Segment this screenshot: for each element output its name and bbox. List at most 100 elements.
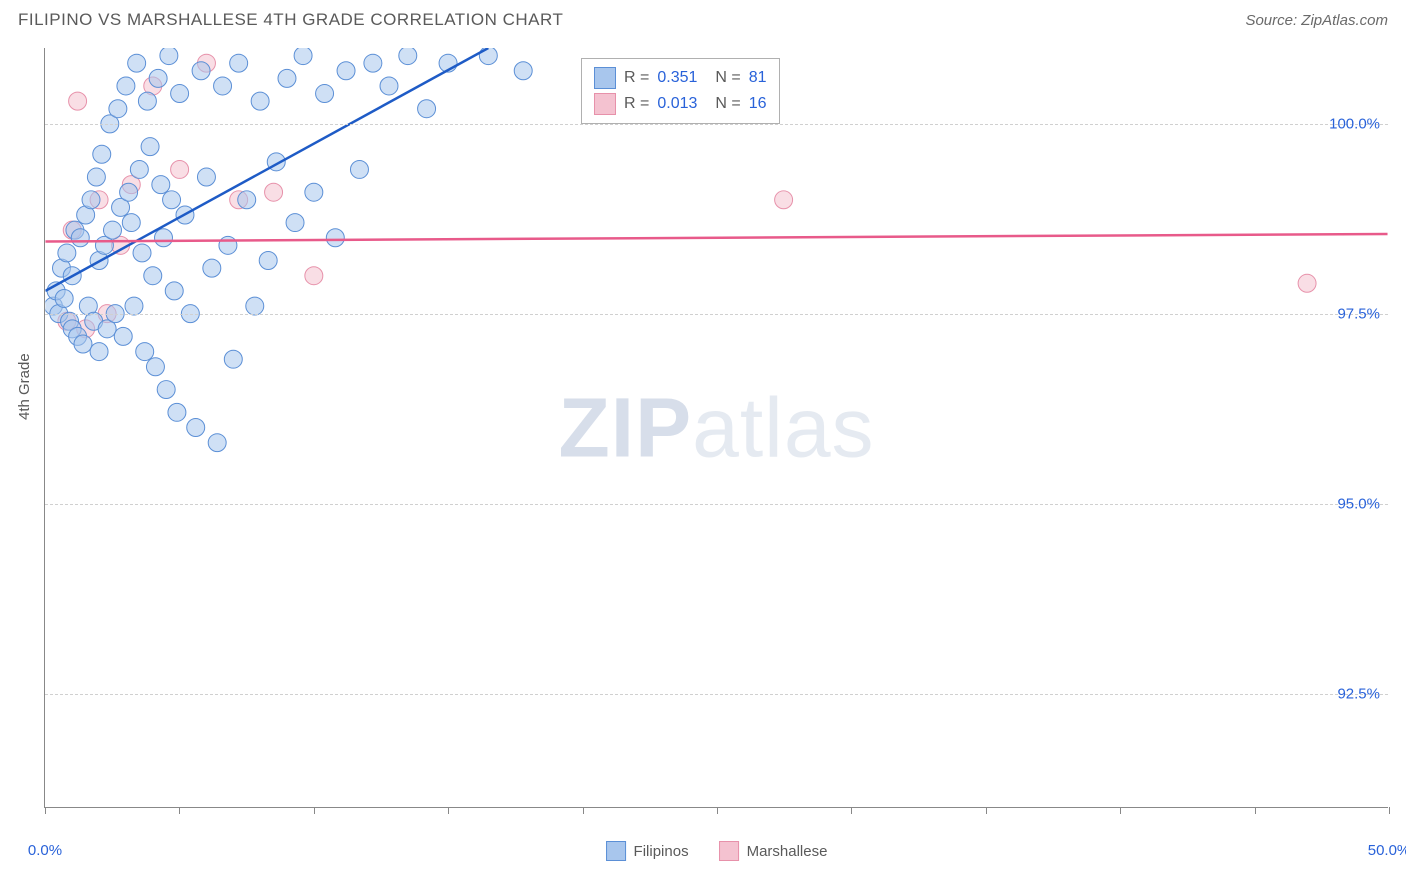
data-point bbox=[326, 229, 344, 247]
data-point bbox=[203, 259, 221, 277]
data-point bbox=[418, 100, 436, 118]
data-point bbox=[128, 54, 146, 72]
data-point bbox=[192, 62, 210, 80]
gridline bbox=[45, 504, 1388, 505]
data-point bbox=[133, 244, 151, 262]
data-point bbox=[238, 191, 256, 209]
x-tick-mark bbox=[1255, 807, 1256, 814]
data-point bbox=[197, 168, 215, 186]
data-point bbox=[90, 343, 108, 361]
data-point bbox=[171, 160, 189, 178]
data-point bbox=[259, 252, 277, 270]
x-tick-mark bbox=[583, 807, 584, 814]
data-point bbox=[122, 214, 140, 232]
swatch-icon bbox=[594, 67, 616, 89]
data-point bbox=[364, 54, 382, 72]
chart-plot-area: ZIPatlas R = 0.351 N = 81 R = 0.013 N = … bbox=[44, 48, 1388, 808]
x-tick-mark bbox=[179, 807, 180, 814]
x-tick-mark bbox=[717, 807, 718, 814]
gridline bbox=[45, 694, 1388, 695]
x-tick-mark bbox=[1389, 807, 1390, 814]
data-point bbox=[146, 358, 164, 376]
data-point bbox=[104, 221, 122, 239]
legend-row-marshallese: R = 0.013 N = 16 bbox=[594, 91, 767, 117]
data-point bbox=[168, 403, 186, 421]
data-point bbox=[58, 244, 76, 262]
data-point bbox=[278, 69, 296, 87]
data-point bbox=[109, 100, 127, 118]
data-point bbox=[316, 85, 334, 103]
data-point bbox=[219, 236, 237, 254]
data-point bbox=[251, 92, 269, 110]
x-tick-label: 50.0% bbox=[1368, 842, 1406, 859]
data-point bbox=[93, 145, 111, 163]
data-point bbox=[187, 419, 205, 437]
data-point bbox=[55, 289, 73, 307]
data-point bbox=[1298, 274, 1316, 292]
chart-title: FILIPINO VS MARSHALLESE 4TH GRADE CORREL… bbox=[18, 10, 563, 30]
data-point bbox=[114, 327, 132, 345]
data-point bbox=[87, 168, 105, 186]
data-point bbox=[380, 77, 398, 95]
data-point bbox=[224, 350, 242, 368]
x-tick-mark bbox=[448, 807, 449, 814]
data-point bbox=[286, 214, 304, 232]
data-point bbox=[399, 47, 417, 65]
trend-line bbox=[45, 234, 1387, 242]
data-point bbox=[214, 77, 232, 95]
y-tick-label: 92.5% bbox=[1337, 686, 1380, 703]
data-point bbox=[71, 229, 89, 247]
y-tick-label: 95.0% bbox=[1337, 496, 1380, 513]
data-point bbox=[337, 62, 355, 80]
data-point bbox=[775, 191, 793, 209]
x-tick-mark bbox=[851, 807, 852, 814]
data-point bbox=[155, 229, 173, 247]
source-attribution: Source: ZipAtlas.com bbox=[1245, 12, 1388, 29]
data-point bbox=[208, 434, 226, 452]
legend-item-filipinos: Filipinos bbox=[606, 841, 689, 861]
data-point bbox=[138, 92, 156, 110]
gridline bbox=[45, 124, 1388, 125]
data-point bbox=[149, 69, 167, 87]
data-point bbox=[160, 47, 178, 65]
data-point bbox=[157, 381, 175, 399]
data-point bbox=[514, 62, 532, 80]
x-tick-label: 0.0% bbox=[28, 842, 62, 859]
data-point bbox=[305, 183, 323, 201]
data-point bbox=[171, 85, 189, 103]
data-point bbox=[294, 47, 312, 65]
legend-item-marshallese: Marshallese bbox=[719, 841, 828, 861]
swatch-icon bbox=[606, 841, 626, 861]
data-point bbox=[152, 176, 170, 194]
data-point bbox=[305, 267, 323, 285]
data-point bbox=[230, 54, 248, 72]
header: FILIPINO VS MARSHALLESE 4TH GRADE CORREL… bbox=[0, 0, 1406, 38]
series-legend: Filipinos Marshallese bbox=[606, 841, 828, 861]
data-point bbox=[69, 92, 87, 110]
data-point bbox=[163, 191, 181, 209]
data-point bbox=[117, 77, 135, 95]
data-point bbox=[246, 297, 264, 315]
data-point bbox=[141, 138, 159, 156]
data-point bbox=[350, 160, 368, 178]
y-tick-label: 97.5% bbox=[1337, 306, 1380, 323]
gridline bbox=[45, 314, 1388, 315]
x-tick-mark bbox=[986, 807, 987, 814]
x-tick-mark bbox=[314, 807, 315, 814]
data-point bbox=[265, 183, 283, 201]
x-tick-mark bbox=[45, 807, 46, 814]
data-point bbox=[130, 160, 148, 178]
data-point bbox=[125, 297, 143, 315]
data-point bbox=[165, 282, 183, 300]
y-axis-label: 4th Grade bbox=[16, 353, 33, 420]
data-point bbox=[136, 343, 154, 361]
correlation-legend: R = 0.351 N = 81 R = 0.013 N = 16 bbox=[581, 58, 780, 124]
data-point bbox=[74, 335, 92, 353]
x-tick-mark bbox=[1120, 807, 1121, 814]
data-point bbox=[144, 267, 162, 285]
legend-row-filipinos: R = 0.351 N = 81 bbox=[594, 65, 767, 91]
swatch-icon bbox=[719, 841, 739, 861]
data-point bbox=[82, 191, 100, 209]
data-point bbox=[120, 183, 138, 201]
y-tick-label: 100.0% bbox=[1329, 116, 1380, 133]
